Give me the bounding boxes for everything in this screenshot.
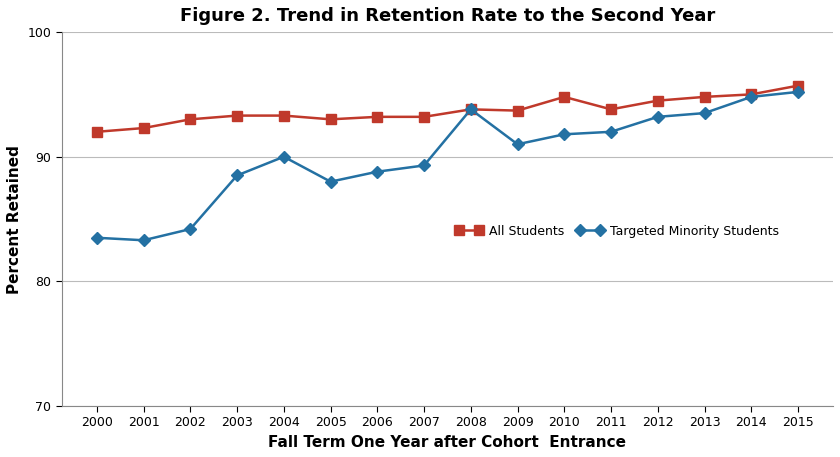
Targeted Minority Students bbox=[559, 132, 570, 137]
All Students bbox=[186, 117, 196, 122]
Targeted Minority Students bbox=[186, 226, 196, 232]
All Students bbox=[92, 129, 102, 134]
All Students bbox=[232, 113, 242, 118]
All Students bbox=[139, 125, 149, 131]
Targeted Minority Students bbox=[419, 163, 429, 168]
All Students bbox=[606, 106, 616, 112]
All Students bbox=[419, 114, 429, 120]
All Students bbox=[700, 94, 710, 100]
All Students bbox=[559, 94, 570, 100]
Legend: All Students, Targeted Minority Students: All Students, Targeted Minority Students bbox=[450, 220, 785, 243]
All Students bbox=[512, 108, 522, 113]
Line: Targeted Minority Students: Targeted Minority Students bbox=[92, 88, 802, 244]
Targeted Minority Students bbox=[606, 129, 616, 134]
Targeted Minority Students bbox=[653, 114, 663, 120]
Targeted Minority Students bbox=[700, 110, 710, 116]
X-axis label: Fall Term One Year after Cohort  Entrance: Fall Term One Year after Cohort Entrance bbox=[269, 435, 627, 450]
Line: All Students: All Students bbox=[92, 81, 803, 137]
All Students bbox=[326, 117, 336, 122]
All Students bbox=[793, 83, 803, 88]
All Students bbox=[279, 113, 289, 118]
Targeted Minority Students bbox=[465, 106, 475, 112]
Targeted Minority Students bbox=[232, 173, 242, 178]
Y-axis label: Percent Retained: Percent Retained bbox=[7, 144, 22, 293]
Targeted Minority Students bbox=[92, 235, 102, 240]
Title: Figure 2. Trend in Retention Rate to the Second Year: Figure 2. Trend in Retention Rate to the… bbox=[180, 7, 715, 25]
Targeted Minority Students bbox=[746, 94, 756, 100]
All Students bbox=[372, 114, 382, 120]
All Students bbox=[465, 106, 475, 112]
Targeted Minority Students bbox=[279, 154, 289, 159]
Targeted Minority Students bbox=[512, 142, 522, 147]
Targeted Minority Students bbox=[793, 89, 803, 95]
Targeted Minority Students bbox=[326, 179, 336, 185]
Targeted Minority Students bbox=[139, 238, 149, 243]
Targeted Minority Students bbox=[372, 169, 382, 175]
All Students bbox=[653, 98, 663, 103]
All Students bbox=[746, 92, 756, 97]
